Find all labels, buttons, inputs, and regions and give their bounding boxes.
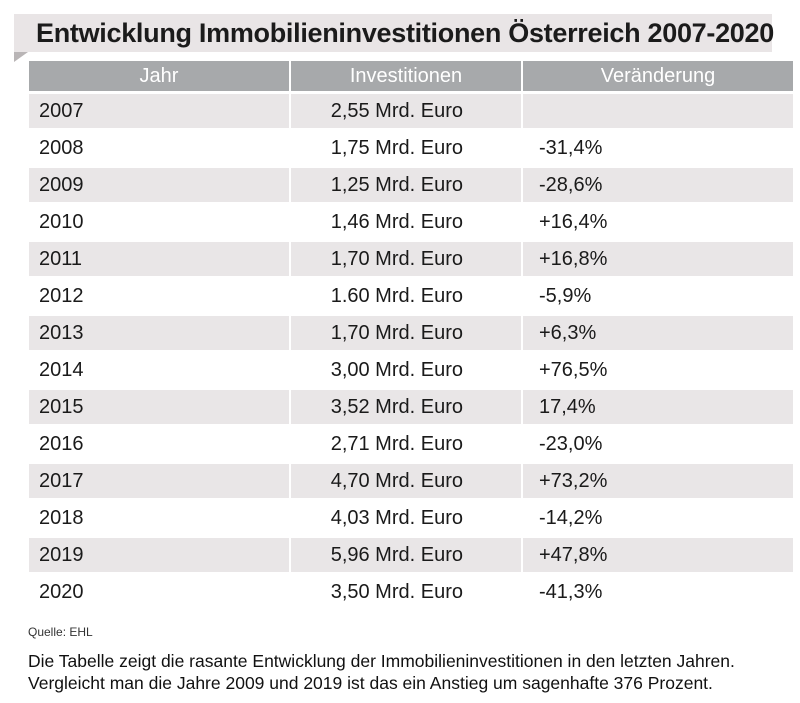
cell-investitionen: 2,55 Mrd. Euro [291,94,521,128]
table-row: 2019 5,96 Mrd. Euro +47,8% [29,538,793,572]
column-header-investitionen: Investitionen [291,61,521,91]
table-body: 2007 2,55 Mrd. Euro 2008 1,75 Mrd. Euro -31,… [29,94,793,609]
cell-veraenderung: -31,4% [523,131,793,165]
table-header-row: Jahr Investitionen Veränderung [29,61,793,91]
cell-investitionen: 1,70 Mrd. Euro [291,316,521,350]
cell-investitionen: 1,75 Mrd. Euro [291,131,521,165]
column-header-veraenderung: Veränderung [523,61,793,91]
cell-investitionen: 1,46 Mrd. Euro [291,205,521,239]
table-row: 2007 2,55 Mrd. Euro [29,94,793,128]
cell-jahr: 2020 [29,575,289,609]
cell-jahr: 2013 [29,316,289,350]
cell-veraenderung: 17,4% [523,390,793,424]
cell-jahr: 2019 [29,538,289,572]
cell-veraenderung: +76,5% [523,353,793,387]
cell-jahr: 2014 [29,353,289,387]
cell-veraenderung [523,94,793,128]
cell-jahr: 2015 [29,390,289,424]
table-row: 2016 2,71 Mrd. Euro -23,0% [29,427,793,461]
cell-investitionen: 3,50 Mrd. Euro [291,575,521,609]
cell-jahr: 2016 [29,427,289,461]
title-band [14,14,772,52]
table-row: 2012 1.60 Mrd. Euro -5,9% [29,279,793,313]
table-row: 2013 1,70 Mrd. Euro +6,3% [29,316,793,350]
cell-investitionen: 5,96 Mrd. Euro [291,538,521,572]
table-row: 2010 1,46 Mrd. Euro +16,4% [29,205,793,239]
cell-investitionen: 4,70 Mrd. Euro [291,464,521,498]
cell-jahr: 2008 [29,131,289,165]
cell-jahr: 2009 [29,168,289,202]
cell-investitionen: 3,00 Mrd. Euro [291,353,521,387]
table-row: 2020 3,50 Mrd. Euro -41,3% [29,575,793,609]
cell-investitionen: 3,52 Mrd. Euro [291,390,521,424]
cell-jahr: 2018 [29,501,289,535]
cell-veraenderung: +47,8% [523,538,793,572]
cell-investitionen: 1,70 Mrd. Euro [291,242,521,276]
cell-veraenderung: -14,2% [523,501,793,535]
cell-veraenderung: -41,3% [523,575,793,609]
data-table: Jahr Investitionen Veränderung 2007 2,55 … [27,58,795,612]
cell-veraenderung: -23,0% [523,427,793,461]
cell-jahr: 2010 [29,205,289,239]
cell-jahr: 2007 [29,94,289,128]
column-header-jahr: Jahr [29,61,289,91]
cell-investitionen: 4,03 Mrd. Euro [291,501,521,535]
cell-veraenderung: -5,9% [523,279,793,313]
cell-veraenderung: +73,2% [523,464,793,498]
table-row: 2018 4,03 Mrd. Euro -14,2% [29,501,793,535]
data-table-container: Jahr Investitionen Veränderung 2007 2,55 … [29,58,795,612]
cell-jahr: 2012 [29,279,289,313]
table-row: 2008 1,75 Mrd. Euro -31,4% [29,131,793,165]
table-row: 2015 3,52 Mrd. Euro 17,4% [29,390,793,424]
source-note: Quelle: EHL [28,625,93,639]
cell-veraenderung: -28,6% [523,168,793,202]
title-fold [14,52,28,62]
cell-veraenderung: +16,8% [523,242,793,276]
cell-jahr: 2011 [29,242,289,276]
cell-jahr: 2017 [29,464,289,498]
table-row: 2011 1,70 Mrd. Euro +16,8% [29,242,793,276]
table-row: 2014 3,00 Mrd. Euro +76,5% [29,353,793,387]
cell-investitionen: 1,25 Mrd. Euro [291,168,521,202]
cell-investitionen: 1.60 Mrd. Euro [291,279,521,313]
page-title: Entwicklung Immobilieninvestitionen Öste… [36,18,774,48]
cell-investitionen: 2,71 Mrd. Euro [291,427,521,461]
caption-text: Die Tabelle zeigt die rasante Entwicklun… [28,651,735,693]
table-row: 2017 4,70 Mrd. Euro +73,2% [29,464,793,498]
cell-veraenderung: +6,3% [523,316,793,350]
table-row: 2009 1,25 Mrd. Euro -28,6% [29,168,793,202]
cell-veraenderung: +16,4% [523,205,793,239]
